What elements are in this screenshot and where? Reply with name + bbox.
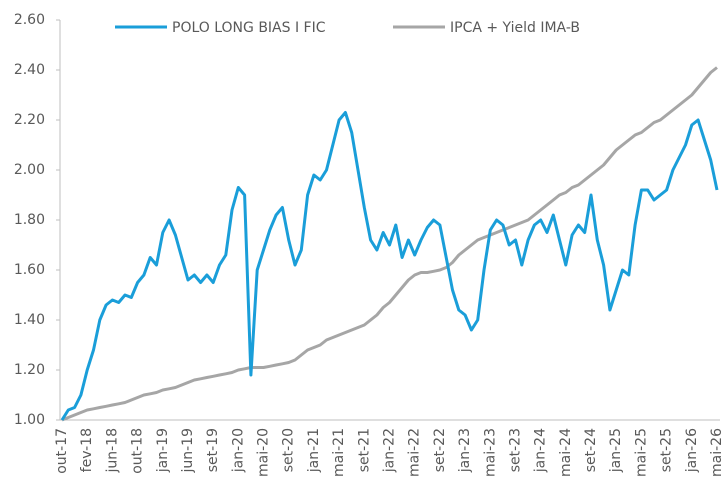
x-tick-label: jan-22 xyxy=(382,428,398,473)
x-tick-label: jan-21 xyxy=(306,428,322,473)
x-tick-label: set-25 xyxy=(659,428,675,472)
x-tick-label: jan-23 xyxy=(457,428,473,473)
x-tick-label: jun-18 xyxy=(104,428,120,474)
y-tick-label: 1.80 xyxy=(14,212,45,228)
x-tick-label: jan-24 xyxy=(533,428,549,473)
x-tick-label: set-22 xyxy=(432,428,448,472)
y-tick-label: 1.40 xyxy=(14,312,45,328)
x-tick-label: mai-20 xyxy=(256,428,272,477)
x-tick-label: set-24 xyxy=(583,428,599,472)
x-tick-label: set-21 xyxy=(356,428,372,472)
x-tick-label: fev-18 xyxy=(79,428,95,472)
series-line xyxy=(61,66,718,422)
x-tick-label: mai-23 xyxy=(482,428,498,477)
x-tick-label: mai-21 xyxy=(331,428,347,477)
y-tick-label: 2.20 xyxy=(14,112,45,128)
x-tick-label: set-19 xyxy=(205,428,221,472)
x-tick-label: set-20 xyxy=(281,428,297,472)
x-tick-label: mai-24 xyxy=(558,428,574,477)
y-tick-label: 1.20 xyxy=(14,362,45,378)
y-tick-label: 2.00 xyxy=(14,162,45,178)
x-tick-label: mai-26 xyxy=(709,428,725,477)
x-tick-label: jan-25 xyxy=(608,428,624,473)
x-tick-label: jan-20 xyxy=(230,428,246,473)
x-tick-label: out-17 xyxy=(54,428,70,474)
y-tick-label: 1.00 xyxy=(14,412,45,428)
series-line xyxy=(60,111,719,421)
x-tick-label: jun-19 xyxy=(180,428,196,474)
x-tick-label: out-18 xyxy=(130,428,146,474)
x-tick-label: mai-25 xyxy=(633,428,649,477)
x-tick-label: jan-26 xyxy=(684,428,700,473)
y-tick-label: 2.60 xyxy=(14,12,45,28)
x-tick-label: jan-19 xyxy=(155,428,171,473)
y-tick-label: 1.60 xyxy=(14,262,45,278)
x-tick-label: mai-22 xyxy=(407,428,423,477)
x-tick-label: set-23 xyxy=(507,428,523,472)
legend-label: IPCA + Yield IMA-B xyxy=(450,20,580,36)
legend-label: POLO LONG BIAS I FIC xyxy=(172,20,326,36)
y-tick-label: 2.40 xyxy=(14,62,45,78)
